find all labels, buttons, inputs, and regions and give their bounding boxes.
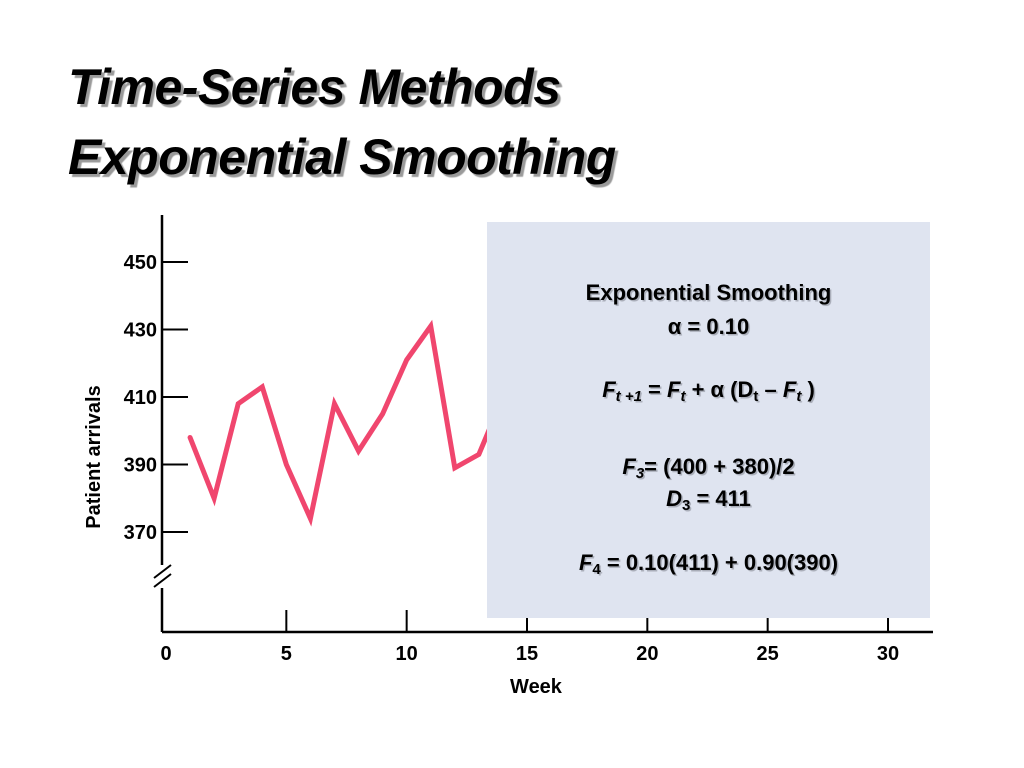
d3-symbol: D [666,486,682,511]
formula-f: F [602,377,616,402]
formula-close: ) [801,377,815,402]
axis-break-mark [153,564,172,579]
f3-sub: 3 [635,465,645,482]
f4-symbol: F [578,550,593,575]
y-tick-label: 410 [124,387,157,409]
f4-calculation: F4 = 0.10(411) + 0.90(390) [487,550,930,578]
x-tick-label: 30 [877,643,899,665]
x-axis-label: Week [510,676,563,698]
y-tick-label: 450 [124,252,157,274]
f3-symbol: F [622,454,636,479]
d3-value: D3 = 411 [487,486,930,514]
y-tick-label: 430 [124,320,157,342]
formula-box-heading: Exponential Smoothing [585,280,832,305]
series-line [187,319,506,527]
forecast-formula: Ft +1 = Ft + α (Dt – Ft ) [487,377,930,405]
formula-sub-t: t [680,388,686,405]
formula-sub-dt: t [753,388,759,405]
formula-minus: – [758,377,783,402]
y-tick-label: 370 [124,522,157,544]
f4-sub: 4 [592,561,601,578]
title-line-1: Time-Series Methods [68,59,561,115]
axis-break-mark [153,573,172,588]
slide-title: Time-Series Methods Exponential Smoothin… [68,52,616,192]
formula-f3: F [782,377,797,402]
f3-calculation: F3= (400 + 380)/2 [487,454,930,482]
f4-expression: = 0.10(411) + 0.90(390) [600,550,839,575]
x-tick-label: 15 [516,643,538,665]
formula-sub-t-plus-1: t +1 [615,388,642,405]
x-tick-label: 5 [281,643,292,665]
x-tick-label: 0 [160,643,171,665]
title-line-2: Exponential Smoothing [68,129,616,185]
y-axis-label: Patient arrivals [83,385,105,528]
formula-plus-alpha: + α (D [685,377,754,402]
x-tick-label: 10 [396,643,418,665]
formula-f2: F [667,377,681,402]
formula-sub-t2: t [796,388,802,405]
alpha-value: α = 0.10 [667,314,750,339]
y-tick-label: 390 [124,455,157,477]
d3-sub: 3 [681,497,691,514]
x-tick-label: 25 [757,643,779,665]
f3-expression: = (400 + 380)/2 [644,454,795,479]
formula-equals: = [641,377,668,402]
d3-expression: = 411 [690,486,751,511]
formula-box: Exponential Smoothing α = 0.10 Ft +1 = F… [487,222,930,618]
x-tick-label: 20 [636,643,658,665]
